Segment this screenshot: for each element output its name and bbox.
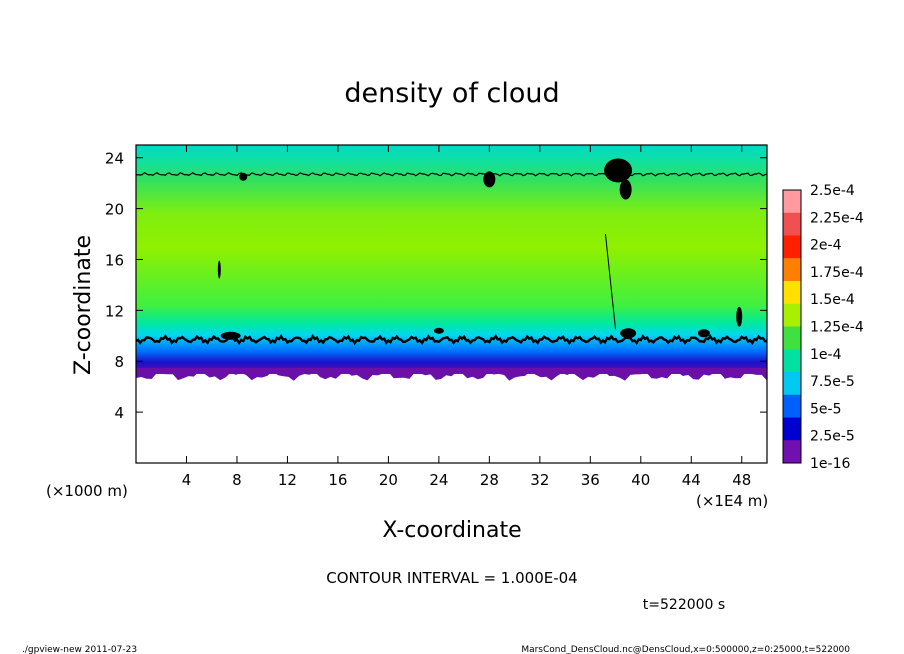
y-tick-label: 16: [105, 251, 124, 269]
cloud-density-field: [136, 145, 767, 374]
colorbar-segment: [783, 235, 801, 259]
x-tick-label: 24: [429, 471, 448, 489]
colorbar-segment: [783, 281, 801, 305]
colorbar-label: 7.5e-5: [810, 374, 855, 390]
x-tick-label: 36: [581, 471, 600, 489]
colorbar-segment: [783, 212, 801, 236]
y-tick-label: 4: [114, 404, 124, 422]
colorbar-label: 1e-4: [810, 347, 842, 363]
x-tick-label: 44: [682, 471, 701, 489]
contour-interval-label: CONTOUR INTERVAL = 1.000E-04: [326, 569, 577, 587]
contour-blob: [239, 172, 248, 181]
colorbar-label: 1.75e-4: [810, 265, 864, 281]
colorbar-label: 1e-16: [810, 456, 850, 472]
contour-blobs: [217, 158, 743, 340]
colorbar: 2.5e-4 2.25e-4 2e-4 1.75e-4 1.5e-4 1.25e-4 1e-…: [782, 183, 864, 472]
x-tick-label: 16: [328, 471, 347, 489]
colorbar-label: 2.5e-5: [810, 429, 855, 445]
contour-line-upper: [135, 171, 768, 177]
colorbar-label: 2.25e-4: [810, 210, 864, 226]
y-tick-label: 8: [114, 353, 124, 371]
colorbar-label: 2e-4: [810, 238, 842, 254]
x-tick-label: 8: [232, 471, 242, 489]
chart-title: density of cloud: [344, 78, 559, 109]
colorbar-label: 1.25e-4: [810, 320, 864, 336]
colorbar-segment: [783, 349, 801, 373]
contour-blob: [604, 158, 633, 183]
x-tick-label: 28: [480, 471, 499, 489]
y-tick-label: 12: [105, 302, 124, 320]
colorbar-label: 5e-5: [810, 401, 841, 417]
x-scale-note: (×1E4 m): [696, 492, 768, 510]
colorbar-segment: [783, 394, 801, 418]
x-unit-label: (×1000 m): [46, 482, 128, 500]
contour-line-lower: [135, 333, 768, 346]
colorbar-segment: [783, 303, 801, 327]
cloud-base-edge: [136, 367, 767, 381]
y-tick-label: 20: [105, 201, 124, 219]
contour-streak: [604, 233, 617, 330]
time-label: t=522000 s: [643, 597, 725, 613]
contour-blob: [736, 306, 743, 327]
x-axis: 4 8 12 16 20 24 28 32 36 40 44 48: [182, 145, 751, 489]
colorbar-segment: [783, 417, 801, 441]
contour-blob: [217, 260, 221, 279]
colorbar-label: 2.5e-4: [810, 183, 855, 199]
colorbar-segment: [783, 258, 801, 282]
colorbar-segment: [783, 372, 801, 396]
footer-left: ./gpview-new 2011-07-23: [22, 645, 137, 654]
y-tick-label: 24: [105, 150, 124, 168]
colorbar-label: 1.5e-4: [810, 292, 855, 308]
colorbar-frame: [782, 189, 802, 464]
cloud-base-wave: [136, 367, 767, 381]
colorbar-segment: [783, 326, 801, 350]
x-tick-label: 4: [182, 471, 192, 489]
colorbar-segment: [783, 440, 801, 464]
x-tick-label: 32: [530, 471, 549, 489]
colorbar-segment: [783, 190, 801, 214]
x-axis-label: X-coordinate: [382, 518, 521, 543]
x-tick-label: 48: [732, 471, 751, 489]
contour-blob: [697, 329, 710, 338]
y-axis: 4 8 12 16 20 24: [105, 150, 767, 422]
contour-blob: [483, 171, 496, 188]
y-axis-label: Z-coordinate: [71, 235, 96, 375]
x-tick-label: 12: [278, 471, 297, 489]
footer-right: MarsCond_DensCloud.nc@DensCloud,x=0:5000…: [521, 645, 850, 654]
plot-frame: [135, 144, 768, 464]
contour-blob: [433, 327, 444, 334]
x-tick-label: 20: [379, 471, 398, 489]
contour-blob: [620, 328, 637, 339]
contour-blob: [220, 331, 241, 340]
contour-blob: [619, 179, 632, 200]
x-tick-label: 40: [631, 471, 650, 489]
